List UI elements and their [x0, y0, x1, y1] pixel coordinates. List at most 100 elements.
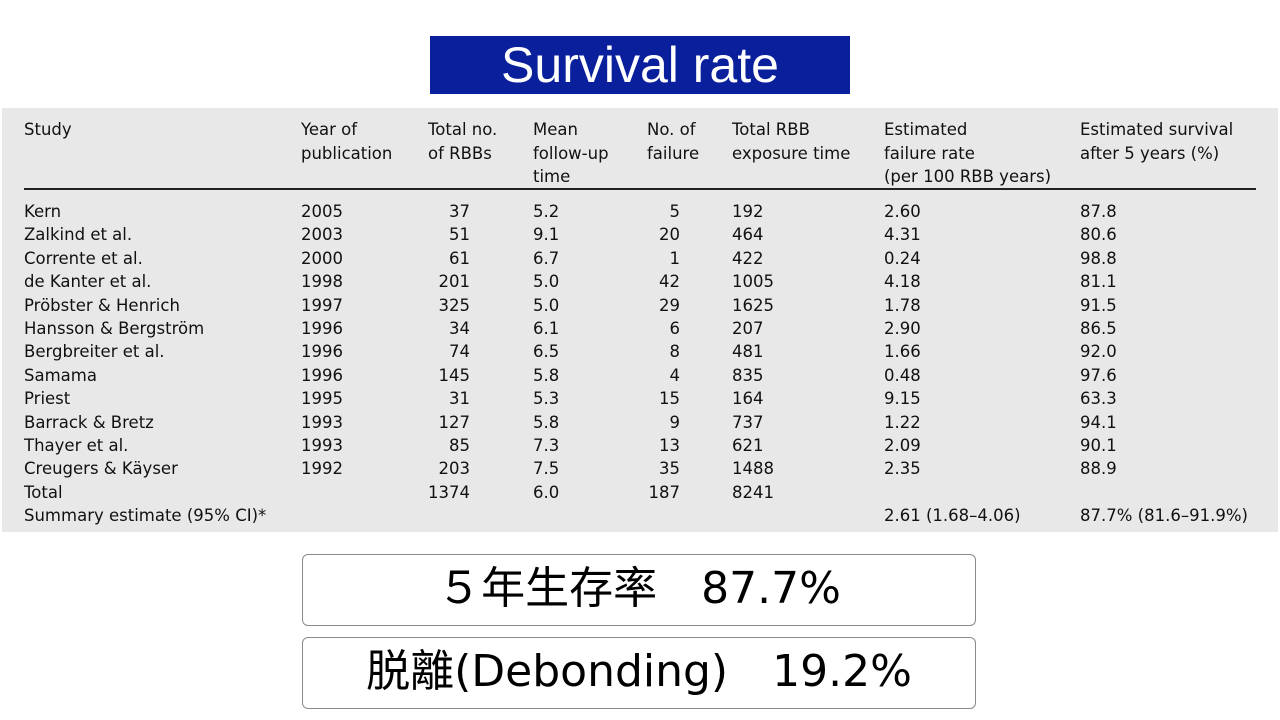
table-row: Pröbster & Henrich 1997 325 5.0 29 1625 1.78 91… — [2, 294, 1278, 317]
cell-exposure-time: 164 — [732, 389, 764, 409]
cell-study: Kern — [24, 202, 62, 221]
cell-failure-rate: 2.09 — [884, 435, 921, 455]
cell-survival: 63.3 — [1080, 389, 1117, 409]
data-table: Study Year of publication Total no. of R… — [2, 108, 1278, 532]
cell-study: Summary estimate (95% CI)* — [24, 506, 267, 526]
cell-survival: 87.8 — [1080, 202, 1117, 221]
cell-year: 1996 — [301, 318, 343, 338]
cell-exposure-time: 422 — [732, 248, 764, 268]
cell-survival: 97.6 — [1080, 365, 1117, 385]
cell-study: Thayer et al. — [24, 435, 129, 455]
cell-failures: 1 — [669, 248, 681, 268]
cell-year: 1996 — [301, 365, 343, 385]
cell-failures: 20 — [659, 225, 680, 245]
header-mean-follow-up: Mean follow-up time — [533, 120, 609, 186]
cell-survival: 80.6 — [1080, 225, 1117, 245]
cell-total-rbbs: 1374 — [428, 482, 470, 502]
cell-total-rbbs: 51 — [449, 225, 470, 245]
cell-study: de Kanter et al. — [24, 272, 152, 292]
survival-callout: ５年生存率 87.7% — [302, 554, 976, 626]
cell-failures: 35 — [659, 459, 680, 479]
header-failure-rate: Estimated failure rate (per 100 RBB year… — [884, 120, 1052, 186]
cell-failures: 15 — [659, 389, 680, 409]
cell-failures: 4 — [669, 365, 681, 385]
cell-year: 1995 — [301, 389, 343, 409]
cell-total-rbbs: 37 — [449, 202, 470, 221]
cell-survival: 98.8 — [1080, 248, 1117, 268]
table-row: Total 1374 6.0 187 8241 — [2, 481, 1278, 504]
header-year: Year of publication — [301, 120, 393, 163]
cell-failure-rate: 0.48 — [884, 365, 921, 385]
cell-year: 1996 — [301, 342, 343, 362]
cell-failures: 9 — [669, 412, 681, 432]
cell-total-rbbs: 61 — [449, 248, 470, 268]
cell-mean-follow-up: 7.5 — [533, 459, 560, 479]
table-row: Thayer et al. 1993 85 7.3 13 621 2.09 90.1 — [2, 434, 1278, 457]
cell-study: Zalkind et al. — [24, 225, 133, 245]
cell-total-rbbs: 85 — [449, 435, 470, 455]
header-rule — [24, 188, 1256, 190]
cell-study: Corrente et al. — [24, 248, 143, 268]
cell-exposure-time: 1625 — [732, 295, 774, 315]
header-study: Study — [24, 120, 72, 139]
cell-survival: 91.5 — [1080, 295, 1117, 315]
cell-failure-rate: 2.61 (1.68–4.06) — [884, 506, 1021, 526]
cell-failure-rate: 9.15 — [884, 389, 921, 409]
cell-total-rbbs: 145 — [438, 365, 471, 385]
cell-mean-follow-up: 5.8 — [533, 365, 560, 385]
cell-mean-follow-up: 6.1 — [533, 318, 560, 338]
cell-total-rbbs: 74 — [449, 342, 470, 362]
cell-failure-rate: 2.35 — [884, 459, 921, 479]
cell-survival: 90.1 — [1080, 435, 1117, 455]
cell-year: 2000 — [301, 248, 343, 268]
cell-failure-rate: 1.78 — [884, 295, 921, 315]
cell-mean-follow-up: 5.0 — [533, 272, 560, 292]
cell-exposure-time: 464 — [732, 225, 764, 245]
cell-year: 2005 — [301, 202, 343, 221]
table-row: Kern 2005 37 5.2 5 192 2.60 87.8 — [2, 200, 1278, 223]
cell-mean-follow-up: 5.8 — [533, 412, 560, 432]
cell-failure-rate: 2.90 — [884, 318, 921, 338]
cell-year: 1993 — [301, 435, 343, 455]
cell-exposure-time: 481 — [732, 342, 764, 362]
cell-study: Priest — [24, 389, 71, 409]
cell-year: 1998 — [301, 272, 343, 292]
cell-exposure-time: 737 — [732, 412, 764, 432]
cell-study: Creugers & Käyser — [24, 459, 178, 479]
header-survival: Estimated survival after 5 years (%) — [1080, 120, 1234, 163]
cell-failures: 8 — [669, 342, 681, 362]
cell-total-rbbs: 203 — [438, 459, 471, 479]
cell-mean-follow-up: 6.0 — [533, 482, 560, 502]
cell-survival: 92.0 — [1080, 342, 1117, 362]
cell-survival: 86.5 — [1080, 318, 1117, 338]
table-body: Kern 2005 37 5.2 5 192 2.60 87.8 Zalkind et al. 2… — [2, 200, 1278, 527]
cell-total-rbbs: 34 — [449, 318, 470, 338]
cell-exposure-time: 207 — [732, 318, 764, 338]
header-exposure-time: Total RBB exposure time — [732, 120, 851, 163]
table-row: Hansson & Bergström 1996 34 6.1 6 207 2.90 86.5 — [2, 317, 1278, 340]
cell-mean-follow-up: 5.3 — [533, 389, 560, 409]
debonding-callout: 脱離(Debonding) 19.2% — [302, 637, 976, 709]
cell-survival: 94.1 — [1080, 412, 1117, 432]
cell-failures: 42 — [659, 272, 680, 292]
table-row: Zalkind et al. 2003 51 9.1 20 464 4.31 80.6 — [2, 223, 1278, 246]
table-row: Priest 1995 31 5.3 15 164 9.15 63.3 — [2, 387, 1278, 410]
cell-total-rbbs: 325 — [438, 295, 471, 315]
cell-year: 1992 — [301, 459, 343, 479]
table-row: Corrente et al. 2000 61 6.7 1 422 0.24 98.8 — [2, 247, 1278, 270]
cell-total-rbbs: 127 — [438, 412, 471, 432]
cell-mean-follow-up: 6.5 — [533, 342, 560, 362]
cell-failure-rate: 1.66 — [884, 342, 921, 362]
cell-mean-follow-up: 6.7 — [533, 248, 560, 268]
cell-mean-follow-up: 7.3 — [533, 435, 560, 455]
table-row: Barrack & Bretz 1993 127 5.8 9 737 1.22 94.1 — [2, 411, 1278, 434]
cell-exposure-time: 1005 — [732, 272, 774, 292]
cell-exposure-time: 8241 — [732, 482, 774, 502]
cell-failures: 13 — [659, 435, 680, 455]
table-row: Bergbreiter et al. 1996 74 6.5 8 481 1.66 92.0 — [2, 340, 1278, 363]
cell-study: Barrack & Bretz — [24, 412, 154, 432]
cell-mean-follow-up: 5.2 — [533, 202, 560, 221]
cell-exposure-time: 1488 — [732, 459, 774, 479]
cell-failure-rate: 4.31 — [884, 225, 921, 245]
cell-total-rbbs: 201 — [438, 272, 471, 292]
